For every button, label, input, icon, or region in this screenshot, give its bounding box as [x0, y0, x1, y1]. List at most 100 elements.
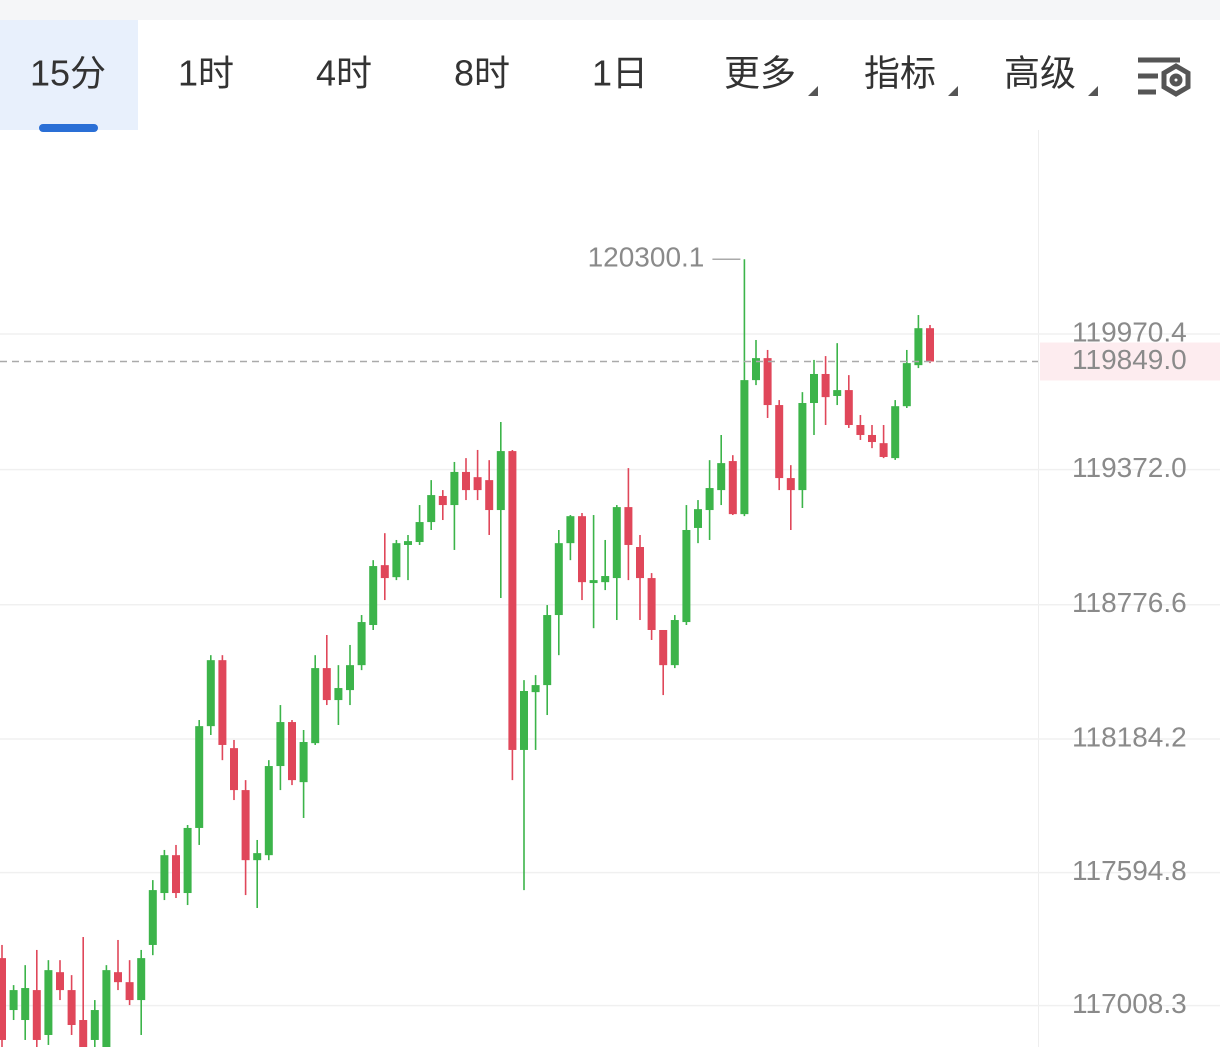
candle-body — [125, 982, 134, 1001]
candle-body — [90, 1010, 99, 1040]
candle-body — [172, 855, 180, 894]
candle-body — [868, 434, 876, 443]
candle-body — [485, 480, 494, 511]
candle-body — [891, 406, 900, 459]
candle-body — [682, 529, 691, 623]
tab-label[interactable]: 指标 — [864, 53, 936, 94]
candle-body — [438, 495, 447, 506]
y-tick-label: 119372.0 — [1072, 452, 1187, 483]
icon-dot — [1169, 73, 1183, 87]
candle-body — [786, 478, 795, 491]
candle-body — [334, 688, 343, 701]
candle-body — [844, 390, 853, 426]
candle-body — [647, 578, 656, 630]
tab-label[interactable]: 1日 — [592, 53, 648, 94]
tab-label[interactable]: 高级 — [1004, 53, 1076, 94]
candle-body — [0, 958, 6, 1040]
candle-body — [717, 463, 726, 491]
icon-hex — [1161, 63, 1191, 97]
tab-label[interactable]: 更多 — [724, 53, 796, 94]
candle-body — [299, 742, 308, 783]
candle-body — [9, 990, 18, 1011]
candle-body — [798, 403, 807, 491]
top-strip — [0, 0, 1220, 20]
candle-body — [392, 543, 401, 578]
candle-body — [763, 358, 772, 406]
candle-body — [740, 380, 749, 515]
y-tick-label: 117008.3 — [1072, 988, 1187, 1019]
candle-body — [879, 443, 888, 457]
candle-body — [427, 495, 436, 523]
active-tab-indicator — [39, 124, 98, 132]
candle-body — [833, 390, 842, 396]
candle-body — [369, 566, 378, 626]
candle-body — [914, 328, 923, 366]
tab-label[interactable]: 15分 — [30, 53, 106, 94]
candle-body — [195, 726, 204, 828]
candle-body — [636, 547, 644, 579]
tab-label[interactable]: 8时 — [454, 53, 510, 94]
candle-body — [810, 373, 818, 404]
candle-body — [450, 471, 459, 506]
candle-body — [137, 958, 146, 1001]
candle-body — [322, 668, 331, 701]
candle-body — [531, 685, 540, 693]
candle-body — [357, 622, 366, 666]
candle-body — [288, 722, 296, 781]
candle-body — [44, 970, 53, 1035]
high-marker-label: 120300.1 — [588, 242, 705, 273]
tab-bar — [0, 20, 1220, 130]
candle-body — [496, 451, 505, 511]
candle-body — [694, 509, 702, 528]
candle-body — [183, 827, 192, 894]
candle-body — [752, 358, 760, 381]
dropdown-triangle — [1088, 86, 1098, 96]
candle-body — [311, 668, 320, 744]
candle-body — [728, 461, 737, 515]
candle-body — [775, 405, 784, 479]
candle-body — [902, 363, 911, 407]
dropdown-triangle — [808, 86, 818, 96]
candle-body — [821, 373, 830, 398]
candle-body — [276, 722, 285, 767]
y-tick-label: 117594.8 — [1072, 855, 1187, 886]
candle-body — [206, 660, 215, 727]
tab-label[interactable]: 1时 — [178, 53, 234, 94]
candle-body — [578, 516, 586, 583]
tab-label[interactable]: 4时 — [316, 53, 372, 94]
active-tab-bg — [0, 20, 138, 130]
candle-body — [543, 615, 552, 686]
candle-body — [56, 972, 64, 991]
candle-body — [218, 660, 227, 745]
candle-body — [705, 488, 714, 511]
candle-body — [264, 766, 273, 856]
candle-body — [659, 629, 668, 666]
candle-body — [601, 576, 610, 583]
candle-body — [856, 425, 865, 435]
candle-body — [148, 890, 157, 945]
settings-icon[interactable] — [1138, 57, 1191, 97]
candle-body — [554, 543, 563, 616]
candle-body — [253, 853, 262, 861]
candle-body — [102, 970, 111, 1047]
y-tick-label: 118184.2 — [1072, 721, 1187, 752]
candle-body — [520, 690, 528, 750]
candle-body — [114, 972, 122, 983]
candle-body — [32, 990, 41, 1040]
candle-body — [566, 516, 575, 544]
candle-body — [508, 451, 517, 750]
candle-body — [241, 790, 250, 861]
current-price-label: 119849.0 — [1072, 344, 1187, 375]
candle-body — [612, 507, 621, 579]
candle-body — [67, 990, 76, 1026]
candle-body — [670, 620, 679, 666]
candle-body — [380, 565, 389, 579]
candle-body — [346, 665, 354, 691]
current-price-bg — [1040, 342, 1220, 381]
candle-body — [21, 988, 30, 1021]
candle-body — [473, 477, 482, 491]
candle-body — [230, 748, 238, 791]
candle-body — [589, 580, 598, 584]
candle-body — [79, 1020, 88, 1047]
